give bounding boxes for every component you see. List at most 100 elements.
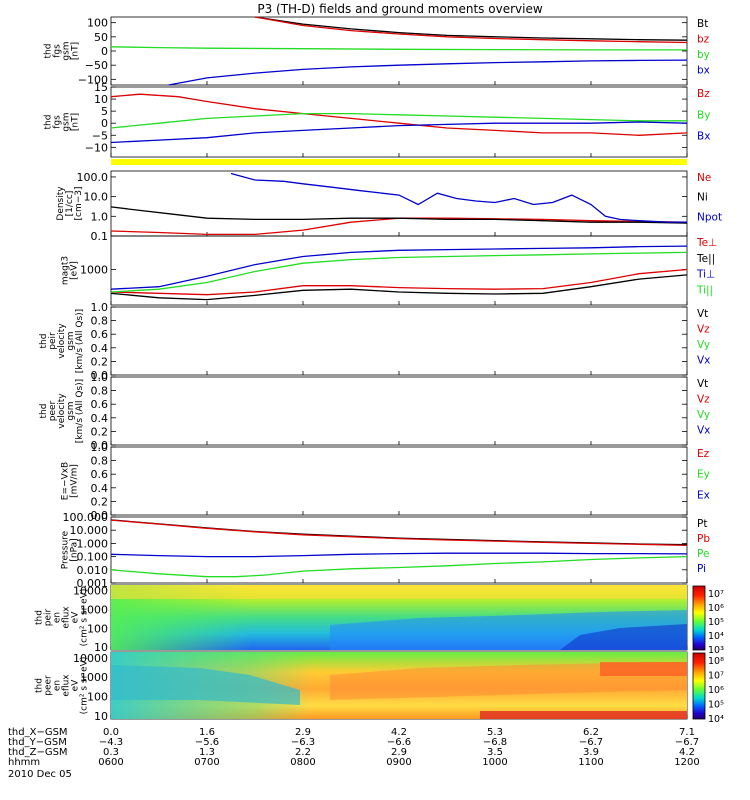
legend-entry: Vt — [697, 378, 708, 390]
y-tick-label: 0.4 — [91, 342, 109, 355]
y-tick-label: 0.8 — [91, 315, 109, 328]
x-row-value: 1100 — [578, 757, 603, 768]
figure-title: P3 (TH-D) fields and ground moments over… — [257, 2, 542, 16]
series-line-bz — [254, 16, 688, 44]
y-tick-label: 10000 — [73, 652, 108, 665]
y-tick-label: 0 — [101, 117, 108, 130]
y-tick-label: 10 — [94, 93, 108, 106]
y-tick-label: 50 — [94, 31, 108, 44]
legend-entry: Vz — [697, 324, 710, 336]
x-row-value: 0.0 — [103, 727, 119, 738]
y-axis-label: [mV/m] — [70, 464, 80, 498]
panel-frame — [110, 306, 688, 376]
legend-entry: Ti⊥ — [696, 269, 715, 281]
legend-entry: Bt — [697, 18, 708, 30]
x-row-value: 3.5 — [487, 747, 503, 758]
y-tick-label: −10 — [85, 141, 108, 154]
legend-entry: Vy — [697, 409, 710, 421]
y-axis-label: eflux — [62, 606, 72, 629]
x-row-value: 1.3 — [199, 747, 215, 758]
y-tick-label: 10 — [94, 641, 108, 654]
legend-entry: Pe — [697, 548, 709, 560]
colorbar-ions — [692, 585, 706, 651]
spectrogram-electrons-hot-region — [330, 662, 687, 700]
y-axis-label: en — [53, 612, 63, 623]
y-tick-label: 10000 — [73, 585, 108, 598]
y-tick-label: 0.6 — [91, 328, 109, 341]
legend-entry: Pt — [697, 518, 707, 530]
colorbar-electrons — [692, 652, 706, 720]
x-row-label: hhmm — [8, 757, 40, 768]
y-axis-label: thd — [44, 44, 54, 59]
y-tick-label: 10.000 — [70, 524, 109, 537]
y-tick-label: −50 — [85, 59, 108, 72]
legend-entry: Pb — [697, 533, 710, 545]
colorbar-tick-label: 10⁸ — [708, 656, 724, 667]
x-row-value: −6.7 — [675, 737, 699, 748]
y-axis-label: thd — [35, 610, 45, 625]
y-axis-label: (cm² s sr eV) — [80, 589, 90, 647]
y-axis-label: (cm² s sr eV) — [80, 657, 90, 715]
colorbar-tick-label: 10⁷ — [708, 671, 724, 682]
y-axis-label: fgs — [53, 44, 63, 58]
y-tick-label: 15 — [94, 81, 108, 94]
legend-entry: Vx — [697, 355, 710, 367]
y-axis-label: gsm — [62, 41, 72, 60]
panel-frame — [110, 376, 688, 446]
y-tick-label: 1.0 — [91, 301, 109, 314]
x-row-value: 1000 — [482, 757, 507, 768]
x-row-value: 5.3 — [487, 727, 503, 738]
y-axis-label: magt3 — [61, 256, 71, 285]
series-line-ni — [110, 206, 688, 224]
series-line-te — [110, 268, 688, 296]
y-axis-label: eflux — [62, 674, 72, 697]
y-tick-label: 0.2 — [91, 425, 109, 438]
flag-bar — [111, 159, 687, 165]
x-row-value: 0800 — [290, 757, 315, 768]
x-row-label: thd_X−GSM — [8, 727, 68, 738]
y-tick-label: 100 — [87, 17, 108, 30]
x-row-value: −6.8 — [483, 737, 507, 748]
legend-entry: Pi — [697, 563, 706, 575]
y-tick-label: 0.1 — [91, 230, 109, 243]
colorbar-tick-label: 10⁷ — [708, 589, 724, 600]
x-row-value: −4.3 — [99, 737, 123, 748]
x-row-value: 0700 — [194, 757, 219, 768]
spectrogram-electrons-peak-band — [600, 662, 687, 676]
y-axis-label: gsm — [62, 112, 72, 131]
legend-entry: Bz — [697, 88, 710, 100]
y-axis-label: eV — [71, 679, 81, 692]
y-tick-label: 100.000 — [63, 511, 109, 524]
y-axis-label: thd — [39, 334, 49, 349]
y-tick-label: −5 — [92, 129, 108, 142]
series-line-npot — [230, 172, 687, 223]
y-tick-label: 0.4 — [91, 482, 109, 495]
legend-entry: Vy — [697, 339, 710, 351]
series-line-te — [110, 274, 688, 301]
y-tick-label: 1.000 — [77, 537, 109, 550]
y-tick-label: 0.001 — [77, 577, 109, 590]
x-row-value: 6.2 — [583, 727, 599, 738]
y-axis-label: fgs — [53, 115, 63, 129]
series-line-ne — [110, 217, 688, 236]
colorbar-tick-label: 10⁵ — [708, 617, 724, 628]
legend-entry: Ez — [697, 448, 710, 460]
legend-entry: By — [697, 109, 710, 121]
spectrogram-ions-lowest-energy-region — [560, 624, 687, 650]
y-tick-label: 0.0 — [91, 439, 109, 452]
series-line-bt — [254, 16, 688, 41]
y-axis-label: thd — [44, 115, 54, 130]
series-line-by — [110, 46, 687, 51]
y-axis-label: thd — [35, 678, 45, 693]
x-row-label: thd_Z−GSM — [8, 747, 68, 758]
x-axis-labels: thd_X−GSM 0.0 1.6 2.9 4.2 5.3 6.2 7.1 thd_Y−GSM −… — [8, 727, 700, 768]
y-axis-label: en — [53, 680, 63, 691]
series-line-pb — [110, 519, 688, 547]
x-row-value: 2.9 — [295, 727, 311, 738]
colorbar-tick-label: 10⁴ — [708, 631, 724, 642]
legend-entry: Vt — [697, 308, 708, 320]
x-row-value: 2.9 — [391, 747, 407, 758]
panel-frame — [110, 170, 688, 237]
